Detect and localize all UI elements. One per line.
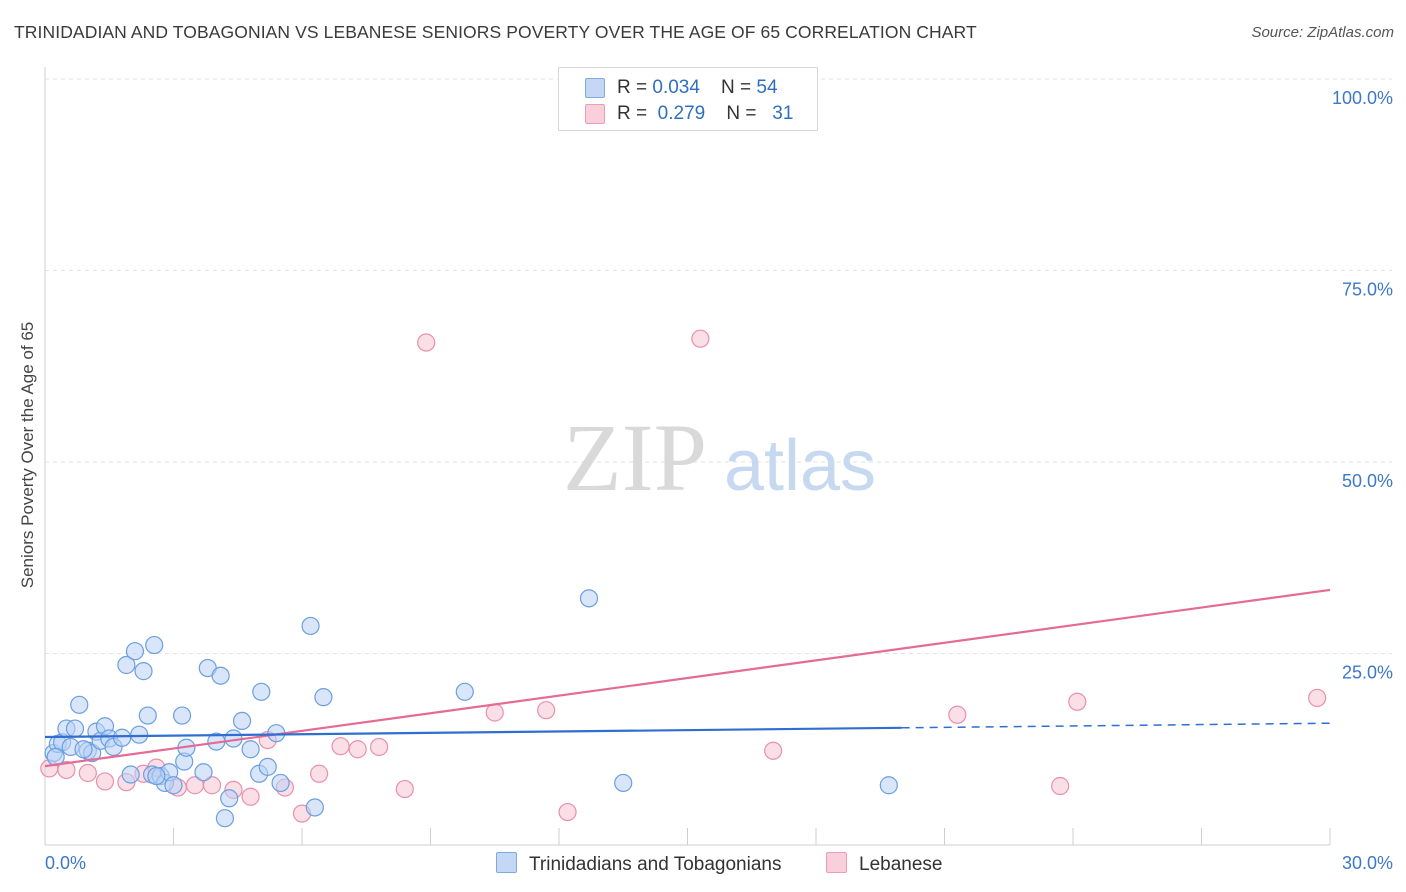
n-value: 31 <box>772 103 794 124</box>
lebanese-point <box>417 333 436 352</box>
trinidadian-point <box>138 706 157 725</box>
source-label: Source: ZipAtlas.com <box>1251 24 1394 41</box>
trinidadian-trend-extension <box>901 722 1331 729</box>
lebanese-point <box>485 703 504 722</box>
trinidadian-point <box>134 662 153 681</box>
trinidadian-point <box>70 695 89 714</box>
lebanese-point <box>1068 692 1087 711</box>
trinidadian-point <box>314 688 333 707</box>
trinidadian-point <box>215 809 234 828</box>
lebanese-point <box>764 741 783 760</box>
lebanese-point <box>95 772 115 791</box>
trinidadian-point <box>65 719 85 738</box>
trinidadian-point <box>112 728 132 747</box>
trinidadian-point <box>241 740 260 759</box>
r-value: 0.279 <box>657 103 706 124</box>
trinidadian-point <box>147 766 166 786</box>
x-tick-label-max: 30.0% <box>1342 853 1393 873</box>
watermark: ZIP atlas <box>563 404 876 511</box>
trinidadian-trend-line <box>44 726 902 739</box>
trinidadian-point <box>74 740 93 759</box>
legend-item-lebanese: Lebanese <box>826 852 942 876</box>
r-label: R = <box>617 77 653 98</box>
lebanese-point <box>948 705 967 724</box>
legend-label: Trinidadians and Tobagonians <box>529 854 782 875</box>
trinidadian-point <box>125 642 145 661</box>
blue-swatch <box>496 852 517 873</box>
y-tick-label: 75.0% <box>1342 280 1393 300</box>
trinidadian-point <box>879 776 898 795</box>
trinidadian-point <box>232 711 252 731</box>
trinidadian-point <box>220 789 239 808</box>
trinidadian-points <box>44 589 898 828</box>
trinidadian-point <box>271 773 290 793</box>
legend-item-trinidadian: Trinidadians and Tobagonians <box>496 852 781 876</box>
pink-swatch <box>826 852 847 873</box>
n-value: 54 <box>756 77 778 98</box>
trinidadian-point <box>172 706 192 725</box>
y-tick-label: 100.0% <box>1332 88 1393 108</box>
trend-lines <box>44 588 1331 768</box>
trinidadian-point <box>194 763 213 782</box>
trinidadian-point <box>579 589 599 608</box>
trinidadian-point <box>164 776 183 795</box>
chart-title: TRINIDADIAN AND TOBAGONIAN VS LEBANESE S… <box>14 22 977 42</box>
trinidadian-point <box>211 666 230 685</box>
correlation-legend: R = 0.034 N = 54 R = 0.279 N = 31 <box>558 67 818 131</box>
lebanese-point <box>57 760 76 780</box>
trinidadian-point <box>130 725 149 744</box>
axes <box>44 67 1331 846</box>
trinidadian-point <box>301 616 320 636</box>
r-label: R = <box>617 103 653 124</box>
trinidadian-point <box>305 798 324 817</box>
trinidadian-point <box>121 765 140 784</box>
trinidadian-point <box>252 682 271 701</box>
blue-swatch <box>585 78 605 98</box>
lebanese-point <box>348 740 367 759</box>
lebanese-point <box>202 776 222 795</box>
n-label: N = <box>726 103 762 124</box>
y-tick-label: 25.0% <box>1342 663 1393 683</box>
y-tick-label: 50.0% <box>1342 471 1393 491</box>
lebanese-point <box>1308 688 1327 708</box>
r-value: 0.034 <box>652 77 700 98</box>
trinidadian-point <box>258 757 277 776</box>
trinidadian-point <box>145 635 164 655</box>
gridlines <box>45 78 1392 654</box>
lebanese-point <box>241 787 260 806</box>
trinidadian-point <box>455 682 474 701</box>
lebanese-point <box>395 779 414 799</box>
legend-label: Lebanese <box>859 854 943 875</box>
watermark-zip: ZIP <box>563 404 707 511</box>
lebanese-point <box>331 737 350 756</box>
trinidadian-point <box>117 655 136 675</box>
lebanese-point <box>370 737 389 757</box>
lebanese-point <box>78 763 97 783</box>
lebanese-point <box>558 802 577 822</box>
lebanese-point <box>310 764 329 783</box>
y-axis-label: Seniors Poverty Over the Age of 65 <box>18 322 37 588</box>
lebanese-trend-line <box>44 588 1331 768</box>
y-tick-labels: 100.0% 75.0% 50.0% 25.0% <box>1332 88 1393 683</box>
watermark-atlas: atlas <box>724 426 876 506</box>
lebanese-point <box>1051 776 1070 796</box>
trinidadian-point <box>614 773 633 793</box>
lebanese-point <box>537 701 556 720</box>
x-tick-labels: 0.0% 30.0% <box>45 853 1393 873</box>
pink-swatch <box>585 104 605 124</box>
x-tick-label-min: 0.0% <box>45 853 86 873</box>
n-label: N = <box>721 77 757 98</box>
lebanese-point <box>691 329 710 348</box>
